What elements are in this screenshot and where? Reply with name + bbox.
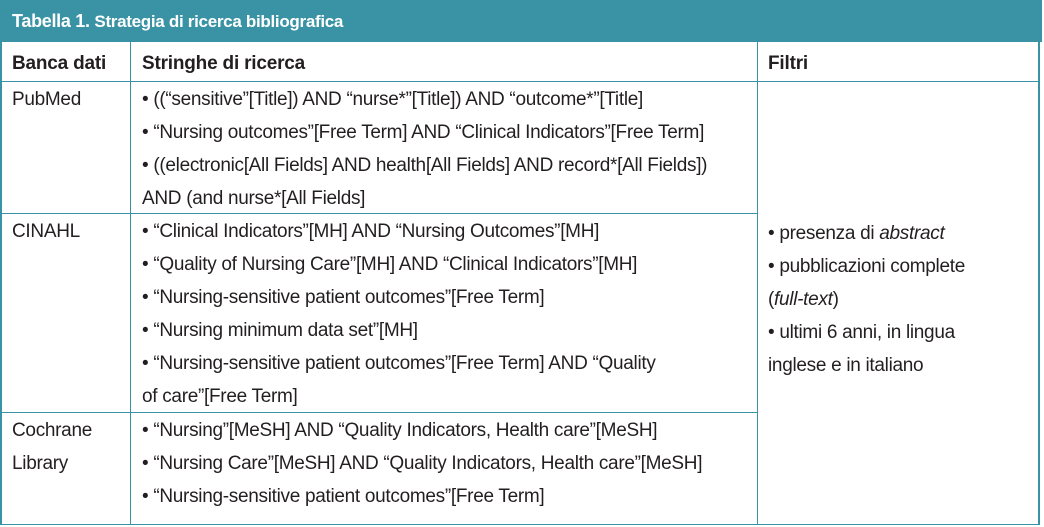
filter-text-italic: abstract bbox=[879, 223, 945, 244]
header-filters: Filtri bbox=[768, 53, 808, 74]
filter-text: ( bbox=[768, 289, 775, 310]
search-string-line: • ((“sensitive”[Title]) AND “nurse*”[Tit… bbox=[142, 89, 644, 110]
search-string-line: AND (and nurse*[All Fields] bbox=[142, 188, 366, 209]
table-title-text: Strategia di ricerca bibliografica bbox=[94, 12, 344, 31]
database-cell: CINAHL bbox=[12, 215, 80, 248]
search-string-cell: • ((“sensitive”[Title]) AND “nurse*”[Tit… bbox=[142, 83, 708, 215]
column-divider bbox=[757, 42, 758, 525]
database-cell: Cochrane Library bbox=[12, 414, 92, 480]
search-string-line: • “Nursing-sensitive patient outcomes”[F… bbox=[142, 486, 545, 507]
database-name: Library bbox=[12, 453, 68, 474]
search-string-cell: • “Nursing”[MeSH] AND “Quality Indicator… bbox=[142, 414, 703, 513]
filter-item-continued: inglese e in italiano bbox=[768, 355, 924, 376]
search-string-line: • “Nursing Care”[MeSH] AND “Quality Indi… bbox=[142, 453, 703, 474]
search-string-line: • “Nursing-sensitive patient outcomes”[F… bbox=[142, 353, 656, 374]
filter-item: • presenza di abstract bbox=[768, 217, 965, 250]
database-name: PubMed bbox=[12, 89, 81, 110]
filter-item-continued: (full-text) bbox=[768, 283, 965, 316]
search-string-line: • “Nursing”[MeSH] AND “Quality Indicator… bbox=[142, 420, 658, 441]
header-divider bbox=[2, 81, 1038, 82]
filters-cell: • presenza di abstract • pubblicazioni c… bbox=[768, 217, 965, 382]
row-divider bbox=[2, 213, 758, 214]
filter-text: • presenza di bbox=[768, 223, 880, 244]
search-string-line: of care”[Free Term] bbox=[142, 386, 298, 407]
header-database: Banca dati bbox=[12, 53, 107, 74]
table-bottom-line bbox=[2, 524, 1038, 525]
search-string-line: • “Nursing outcomes”[Free Term] AND “Cli… bbox=[142, 122, 705, 143]
database-name: Cochrane bbox=[12, 420, 92, 441]
search-string-line: • “Nursing-sensitive patient outcomes”[F… bbox=[142, 287, 545, 308]
search-string-line: • “Quality of Nursing Care”[MH] AND “Cli… bbox=[142, 254, 638, 275]
row-divider bbox=[2, 412, 758, 413]
search-string-cell: • “Clinical Indicators”[MH] AND “Nursing… bbox=[142, 215, 656, 413]
database-cell: PubMed bbox=[12, 83, 81, 116]
filter-text-italic: full-text bbox=[774, 289, 833, 310]
search-string-line: • ((electronic[All Fields] AND health[Al… bbox=[142, 155, 708, 176]
column-divider bbox=[130, 42, 131, 525]
filter-item: • pubblicazioni complete bbox=[768, 256, 965, 277]
database-name: CINAHL bbox=[12, 221, 80, 242]
filter-item: • ultimi 6 anni, in lingua bbox=[768, 322, 955, 343]
table-title: Tabella 1. Strategia di ricerca bibliogr… bbox=[2, 0, 1042, 42]
table-title-label: Tabella 1. bbox=[12, 11, 90, 31]
filter-text: ) bbox=[832, 289, 839, 310]
search-string-line: • “Nursing minimum data set”[MH] bbox=[142, 320, 418, 341]
header-search-strings: Stringhe di ricerca bbox=[142, 53, 306, 74]
search-string-line: • “Clinical Indicators”[MH] AND “Nursing… bbox=[142, 221, 600, 242]
